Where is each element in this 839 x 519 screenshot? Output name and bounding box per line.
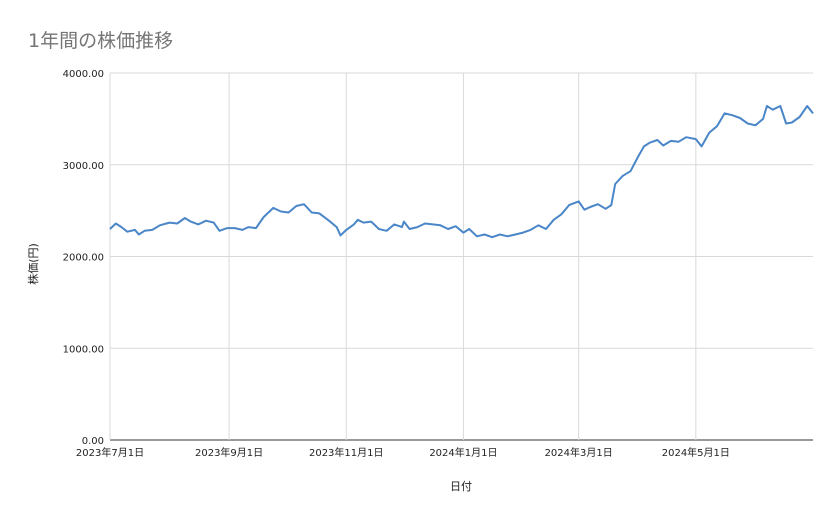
- stock-price-line: [109, 105, 814, 239]
- x-tick-label: 2023年11月1日: [309, 446, 384, 459]
- y-tick-label: 1000.00: [63, 344, 104, 355]
- y-tick-label: 0.00: [82, 436, 104, 447]
- y-tick-label: 2000.00: [63, 253, 104, 264]
- x-tick-label: 2024年1月1日: [429, 446, 497, 459]
- x-tick-label: 2024年3月1日: [545, 446, 613, 459]
- x-axis-ticks: 2023年7月1日 2023年9月1日 2023年11月1日 2024年1月1日 202…: [76, 446, 730, 459]
- chart-title: 1年間の株価推移: [28, 30, 174, 52]
- y-axis-label: 株価(円): [26, 243, 40, 285]
- x-axis-label: 日付: [450, 480, 472, 493]
- y-axis-ticks: 0.00 1000.00 2000.00 3000.00 4000.00: [63, 69, 104, 447]
- x-tick-label: 2023年9月1日: [195, 446, 263, 459]
- y-tick-label: 4000.00: [63, 69, 104, 80]
- y-tick-label: 3000.00: [63, 161, 104, 172]
- series-layer: [109, 105, 814, 239]
- x-tick-label: 2024年5月1日: [662, 446, 730, 459]
- gridlines: [109, 72, 813, 441]
- x-tick-label: 2023年7月1日: [76, 446, 144, 459]
